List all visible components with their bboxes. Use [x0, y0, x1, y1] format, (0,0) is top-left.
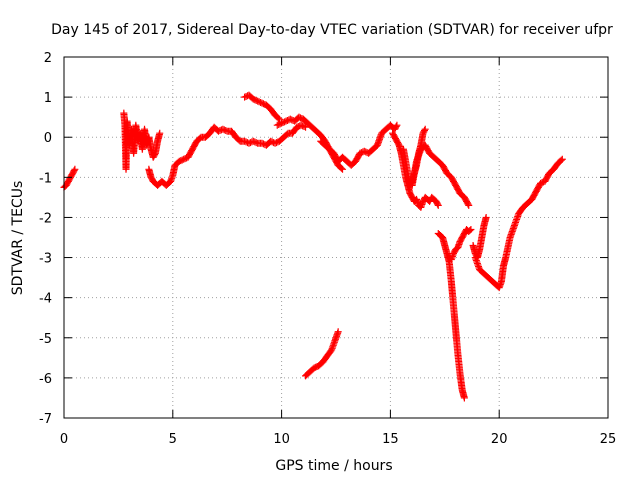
y-tick-label: -1 — [39, 171, 52, 186]
data-point — [558, 155, 566, 163]
data-point — [339, 165, 347, 173]
data-point — [460, 394, 468, 402]
data-points — [60, 91, 566, 402]
data-point — [557, 156, 565, 164]
axis-ticks — [63, 56, 609, 419]
data-point — [70, 167, 78, 175]
x-tick-label: 25 — [600, 432, 617, 447]
x-tick-label: 0 — [60, 432, 68, 447]
data-point — [334, 328, 342, 336]
y-tick-label: -7 — [39, 412, 52, 427]
data-point — [275, 115, 283, 123]
data-point — [482, 213, 490, 221]
grid-lines — [64, 57, 608, 418]
y-tick-label: -2 — [39, 211, 52, 226]
y-tick-label: -4 — [39, 292, 52, 307]
data-point — [421, 125, 429, 133]
data-point — [466, 226, 474, 234]
chart-title: Day 145 of 2017, Sidereal Day-to-day VTE… — [51, 22, 613, 38]
data-point — [300, 123, 308, 131]
y-tick-label: 0 — [44, 131, 52, 146]
x-axis-label: GPS time / hours — [275, 458, 392, 474]
data-point — [274, 114, 282, 122]
data-point — [71, 165, 79, 173]
data-point — [156, 129, 164, 137]
data-point — [465, 201, 473, 209]
y-tick-label: -3 — [39, 252, 52, 267]
data-point — [464, 200, 472, 208]
plot-frame — [63, 56, 609, 419]
x-tick-label: 10 — [273, 432, 290, 447]
x-tick-label: 5 — [169, 432, 177, 447]
y-tick-label: -6 — [39, 372, 52, 387]
data-point — [420, 127, 428, 135]
x-tick-label: 15 — [382, 432, 399, 447]
tick-labels: 0 5 10 15 20 25 -7 -6 -5 -4 -3 -2 -1 0 1 2 — [39, 51, 616, 447]
data-point — [434, 201, 442, 209]
data-point — [467, 225, 475, 233]
y-tick-label: 2 — [44, 51, 52, 66]
data-point — [434, 200, 442, 208]
y-axis-label: SDTVAR / TECUs — [10, 181, 26, 296]
data-point — [393, 121, 401, 129]
y-tick-label: -5 — [39, 332, 52, 347]
data-point — [392, 123, 400, 131]
data-point — [337, 164, 345, 172]
y-tick-label: 1 — [44, 91, 52, 106]
data-point — [302, 123, 310, 131]
x-tick-label: 20 — [491, 432, 508, 447]
